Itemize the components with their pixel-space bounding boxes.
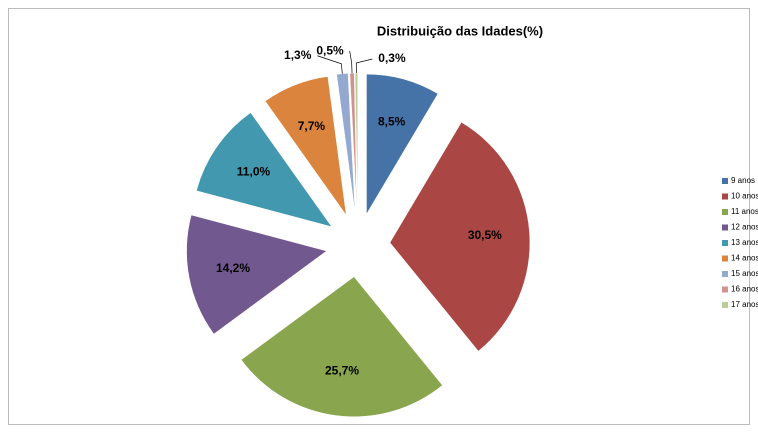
pie-slice (264, 76, 347, 216)
pie-slice (336, 73, 356, 214)
legend-label: 14 anos (731, 254, 758, 263)
legend-swatch (722, 286, 728, 293)
legend-swatch (722, 224, 728, 231)
legend: 9 anos 10 anos 11 anos 12 anos 13 anos 14 ano… (722, 176, 758, 309)
legend-label: 16 anos (731, 285, 758, 294)
pie-slice (186, 214, 328, 335)
pie-slice (196, 112, 333, 228)
legend-label: 9 anos (731, 176, 755, 185)
pie-slice (389, 121, 531, 352)
pie-slice (366, 73, 439, 216)
legend-swatch (722, 240, 728, 246)
data-label: 30,5% (468, 228, 502, 242)
legend-label: 11 anos (731, 207, 758, 216)
legend-swatch (722, 209, 728, 215)
legend-label: 13 anos (731, 238, 758, 247)
leader-line (317, 55, 343, 74)
data-label: 25,7% (325, 363, 359, 377)
legend-swatch (722, 255, 728, 262)
data-label: 14,2% (216, 261, 250, 275)
data-label: 0,3% (378, 51, 406, 65)
data-label: 8,5% (378, 115, 406, 129)
legend-label: 12 anos (731, 223, 758, 232)
legend-label: 15 anos (731, 269, 758, 278)
data-label: 7,7% (298, 119, 326, 133)
data-label: 11,0% (237, 165, 271, 179)
leader-line (349, 51, 353, 74)
legend-swatch (722, 193, 728, 200)
pie-slice (240, 276, 443, 417)
pie-slice (354, 72, 358, 214)
legend-label: 17 anos (731, 300, 758, 309)
data-label: 0,5% (316, 43, 344, 57)
legend-label: 10 anos (731, 192, 758, 201)
legend-swatch (722, 302, 728, 308)
legend-swatch (722, 178, 728, 184)
leader-line (355, 58, 373, 74)
chart-title: Distribuição das Idades(%) (377, 23, 543, 38)
legend-swatch (722, 271, 728, 277)
data-label: 1,3% (284, 48, 312, 62)
